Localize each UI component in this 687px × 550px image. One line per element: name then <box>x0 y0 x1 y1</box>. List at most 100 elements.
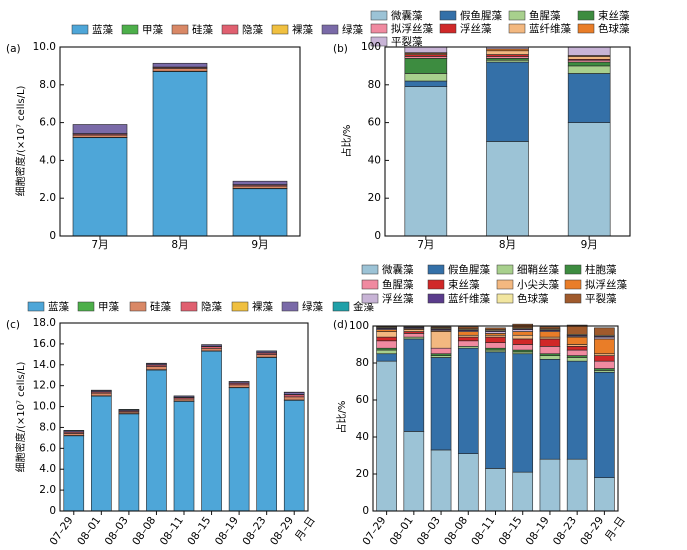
panel-4-ytick-label: 80 <box>356 357 369 369</box>
panel-3-ylabel: 细胞密度/(×10⁷ cells/L) <box>14 361 27 472</box>
panel-4-bar-7-5 <box>566 346 588 351</box>
panel-2 <box>370 10 631 240</box>
panel-4-bar-7-4 <box>566 349 588 356</box>
panel-1-legend-label: 绿藻 <box>342 23 363 36</box>
panel-1-xtick-label: 7月 <box>91 239 108 251</box>
panel-3-bar-5-0 <box>201 350 222 512</box>
panel-3-bar-4-2 <box>173 398 195 402</box>
panel-4-bar-2-0 <box>430 449 452 512</box>
panel-1-legend-label: 甲藻 <box>142 23 163 36</box>
panel-1-bar-2-0 <box>232 188 288 237</box>
panel-4-bar-5-0 <box>512 471 534 512</box>
panel-2-legend-swatch <box>508 10 526 21</box>
panel-4-legend-swatch <box>496 264 514 275</box>
panel-4-bar-3-7 <box>457 331 479 336</box>
panel-4-bar-8-5 <box>594 355 615 362</box>
panel-3-ytick-label: 16.0 <box>33 338 56 350</box>
panel-3-ytick-label: 4.0 <box>39 463 56 475</box>
panel-4-bar-0-5 <box>376 336 397 342</box>
panel-1-xtick-label: 9月 <box>251 239 268 251</box>
panel-3-bar-1-2 <box>91 392 112 397</box>
panel-4-bar-5-6 <box>512 334 534 340</box>
panel-2-bar-2-3 <box>567 61 611 67</box>
panel-4-legend-label: 拟浮丝藻 <box>585 278 627 291</box>
panel-1-bar-0-2 <box>72 134 128 138</box>
panel-2-legend-label: 鱼腥藻 <box>529 9 561 22</box>
panel-4-bar-6-5 <box>539 338 561 347</box>
panel-3-ytick-label: 14.0 <box>33 359 56 371</box>
panel-4-ylabel: 占比/% <box>335 401 348 434</box>
panel-4-bar-8-11 <box>594 327 615 336</box>
panel-3-xtick-label: 08–23 <box>240 515 268 548</box>
panel-1-legend-label: 裸藻 <box>292 23 313 36</box>
panel-2-xtick-label: 7月 <box>417 239 434 251</box>
panel-3-legend-label: 隐藻 <box>201 300 222 313</box>
panel-2-bar-0-2 <box>404 73 448 82</box>
panel-4-legend-swatch <box>496 279 514 290</box>
panel-2-legend-label: 束丝藻 <box>598 9 630 22</box>
panel-3-ytick-label: 8.0 <box>39 421 56 433</box>
panel-2-bar-1-6 <box>486 50 529 55</box>
panel-4-label: (d) <box>333 319 348 331</box>
panel-4-legend-swatch <box>361 279 379 290</box>
panel-2-ytick-label: 0 <box>374 230 381 242</box>
panel-3-bar-2-0 <box>118 413 140 512</box>
panel-3-bar-4-0 <box>173 401 195 512</box>
panel-2-xtick-label: 9月 <box>581 239 598 251</box>
panel-3-bar-8-2 <box>283 396 305 401</box>
panel-3-bar-6-2 <box>228 384 250 388</box>
panel-4-xtick-label: 08–19 <box>524 515 552 548</box>
panel-3-xtick-label: 08–01 <box>75 515 103 548</box>
panel-4-bar-5-5 <box>512 338 534 345</box>
panel-4-bar-5-1 <box>512 353 534 473</box>
panel-3-ytick-label: 12.0 <box>33 380 56 392</box>
panel-4-legend-label: 鱼腥藻 <box>382 278 414 291</box>
panel-1-bar-1-0 <box>152 71 208 237</box>
panel-3-bar-0-0 <box>63 435 85 512</box>
panel-2-frame <box>384 46 631 237</box>
panel-2-legend-swatch <box>439 10 457 21</box>
panel-2-ytick-label: 100 <box>361 41 381 53</box>
panel-3-legend-swatch <box>129 301 147 312</box>
panel-4-bar-8-1 <box>594 371 615 478</box>
panel-3 <box>27 301 350 515</box>
panel-1-legend-swatch <box>171 24 189 35</box>
panel-1 <box>59 24 339 240</box>
panel-4-bar-0-4 <box>376 340 397 349</box>
panel-4-bar-4-11 <box>485 327 506 331</box>
panel-1-legend-label: 硅藻 <box>192 23 213 36</box>
panel-4-bar-7-7 <box>566 336 588 345</box>
panel-4-ytick-label: 20 <box>356 468 369 480</box>
panel-4-bar-3-1 <box>457 347 479 454</box>
panel-2-bar-2-6 <box>567 56 611 60</box>
panel-4-bar-6-2 <box>539 355 561 360</box>
panel-4-legend-label: 柱胞藻 <box>585 263 617 276</box>
panel-3-xtick-label: 07–29 <box>48 515 76 548</box>
panel-2-legend-label: 拟浮丝藻 <box>391 22 433 35</box>
panel-1-ytick-label: 6.0 <box>39 117 56 129</box>
panel-2-bar-0-1 <box>404 80 448 87</box>
panel-4-bar-0-1 <box>376 353 397 362</box>
panel-3-bar-3-0 <box>146 369 167 512</box>
panel-3-bar-8-0 <box>283 399 305 512</box>
panel-4-legend-swatch <box>361 293 379 304</box>
panel-2-legend-label: 色球藻 <box>598 22 630 35</box>
panel-4-bar-4-4 <box>485 342 506 349</box>
panel-4-bar-6-7 <box>539 331 561 338</box>
panel-1-legend-label: 隐藻 <box>242 23 263 36</box>
panel-3-ytick-label: 2.0 <box>39 484 56 496</box>
panel-3-legend-label: 裸藻 <box>252 300 273 313</box>
panel-4-xlabel: 月–日 <box>603 515 628 543</box>
panel-2-bar-2-2 <box>567 65 611 74</box>
panel-4-ytick-label: 40 <box>356 431 369 443</box>
panel-4-legend-label: 束丝藻 <box>448 278 480 291</box>
panel-3-xlabel: 月–日 <box>293 515 318 543</box>
panel-4-legend-label: 细鞘丝藻 <box>517 263 559 276</box>
panel-3-bar-6-0 <box>228 387 250 512</box>
panel-2-legend-swatch <box>439 23 457 34</box>
panel-4-legend-label: 色球藻 <box>517 292 549 305</box>
panel-4-bar-5-7 <box>512 331 534 336</box>
panel-3-bar-3-2 <box>146 366 167 370</box>
panel-3-bar-7-2 <box>256 354 277 358</box>
panel-1-bar-1-2 <box>152 68 208 72</box>
